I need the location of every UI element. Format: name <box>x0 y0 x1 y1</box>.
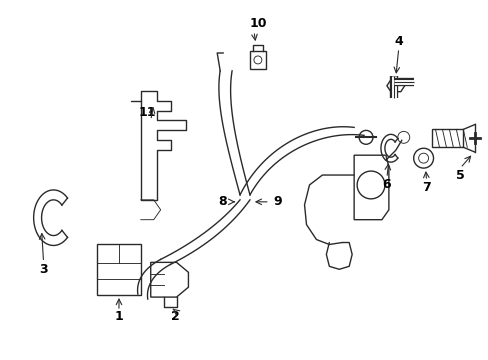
Text: 5: 5 <box>455 168 464 181</box>
Text: 8: 8 <box>218 195 226 208</box>
Text: 4: 4 <box>394 35 402 48</box>
Text: 9: 9 <box>273 195 282 208</box>
Text: 10: 10 <box>249 17 266 30</box>
Text: 3: 3 <box>39 263 48 276</box>
Text: 2: 2 <box>171 310 180 323</box>
Text: 7: 7 <box>421 181 430 194</box>
Text: 6: 6 <box>382 179 390 192</box>
Bar <box>97 243 141 295</box>
Text: 1: 1 <box>114 310 123 323</box>
Bar <box>431 129 462 147</box>
Text: 11: 11 <box>139 106 156 119</box>
